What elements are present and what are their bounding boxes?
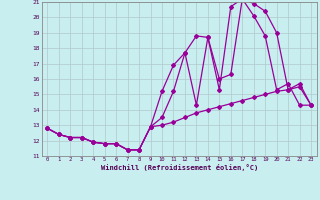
X-axis label: Windchill (Refroidissement éolien,°C): Windchill (Refroidissement éolien,°C) bbox=[100, 164, 258, 171]
